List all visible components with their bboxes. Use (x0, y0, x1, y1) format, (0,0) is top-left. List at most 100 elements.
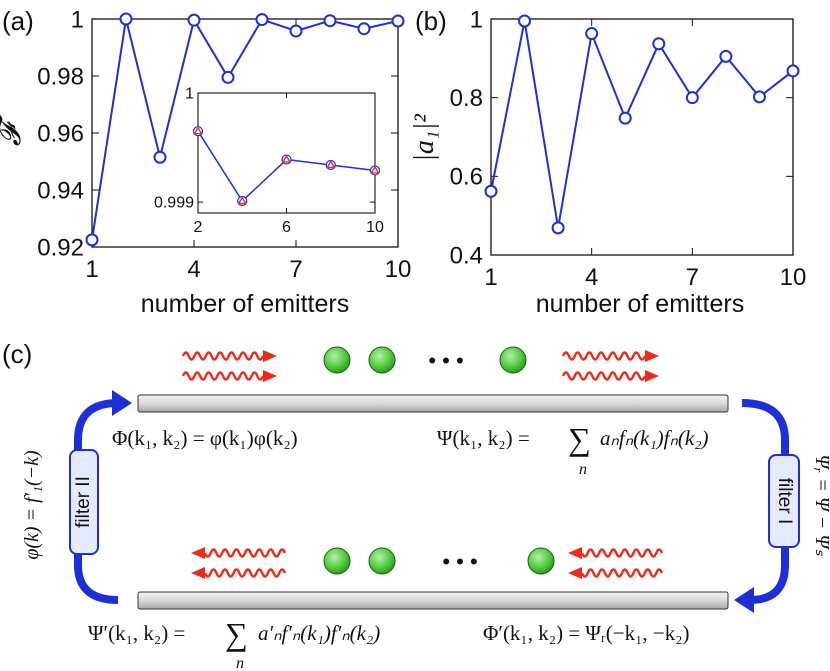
y-tick-label: 0.92 (37, 234, 84, 261)
diagram: filter II filter I φ(k) = f′₁(−k) Ψᵣ = Ψ… (21, 346, 830, 671)
photon-wave (203, 568, 287, 578)
bottom-right-equation: Φ′(k₁, k₂) = Ψᵣ(−k₁, −k₂) (483, 621, 690, 645)
x-tick-label: 2 (194, 219, 203, 236)
data-point (585, 27, 599, 41)
top-right-sum-index: n (579, 461, 587, 478)
data-point (85, 233, 99, 247)
chart-a: 1 4 7 10 0.92 0.94 0.96 0.98 1 𝓕 number of emitt… (0, 6, 411, 318)
filter-ii-box (69, 449, 99, 555)
chart-b-series (484, 14, 800, 235)
x-tick-label: 4 (187, 256, 200, 283)
data-point (255, 13, 269, 27)
data-point (685, 91, 699, 105)
series-line (91, 17, 399, 241)
photon-arrowhead (645, 370, 659, 382)
filter-i-box (768, 454, 800, 548)
x-tick-label: 1 (85, 256, 98, 283)
chart-b-ticks: 1 4 7 10 0.4 0.6 0.8 1 (450, 6, 807, 291)
y-tick-label: 1 (185, 86, 194, 103)
photon-arrowhead (645, 350, 659, 362)
top-right-equation-lhs: Ψ(k₁, k₂) = (437, 426, 530, 450)
ellipsis-bottom: • • • (442, 549, 477, 574)
bottom-left-equation-rhs: a′ₙf′ₙ(k₁)f′ₙ(k₂) (258, 621, 380, 645)
top-right-sum: ∑ (568, 421, 591, 457)
chart-b-ylabel: |a₁|² (409, 114, 440, 162)
x-tick-label: 10 (780, 264, 807, 291)
x-tick-label: 1 (484, 264, 497, 291)
data-point (652, 37, 666, 51)
y-tick-label: 0.6 (450, 164, 483, 191)
x-tick-label: 10 (366, 219, 384, 236)
waveguide-top (137, 394, 729, 413)
top-left-equation: Φ(k₁, k₂) = φ(k₁)φ(k₂) (112, 426, 298, 450)
emitter (368, 547, 396, 575)
data-point (618, 111, 632, 125)
chart-a-ticks: 1 4 7 10 0.92 0.94 0.96 0.98 1 (37, 6, 411, 283)
photon-arrowhead (263, 350, 277, 362)
left-loop-arrowhead (112, 390, 132, 416)
data-point-marker (326, 160, 336, 169)
chart-b-xlabel: number of emitters (536, 290, 744, 318)
inset-ticks: 2 6 10 0.999 1 (154, 86, 384, 236)
emitter (499, 346, 527, 374)
bottom-left-sum: ∑ (225, 616, 248, 652)
emitter (323, 346, 351, 374)
data-point (289, 24, 303, 38)
data-point-marker (281, 154, 292, 163)
data-point (323, 14, 337, 28)
x-tick-label: 6 (282, 219, 291, 236)
photon-arrowhead (191, 547, 205, 559)
chart-a-ylabel: 𝓕 (0, 113, 27, 146)
data-point (221, 70, 235, 84)
photon-arrowhead (568, 567, 582, 579)
y-tick-label: 0.8 (450, 85, 483, 112)
data-point-marker (237, 196, 247, 205)
right-loop-arrow (741, 399, 789, 604)
data-point (719, 49, 733, 63)
y-tick-label: 0.4 (450, 242, 483, 269)
series-line (490, 20, 794, 229)
x-tick-label: 7 (289, 256, 302, 283)
data-point (484, 184, 498, 198)
y-tick-label: 0.999 (154, 195, 194, 212)
photon-wave (181, 351, 265, 361)
x-tick-label: 10 (385, 256, 412, 283)
y-tick-label: 1 (470, 6, 483, 33)
data-point (551, 221, 565, 235)
inset-axes (197, 92, 376, 214)
data-point (119, 12, 133, 26)
data-point (187, 13, 201, 27)
photon-wave (580, 548, 664, 558)
data-point (391, 14, 405, 28)
data-point (786, 64, 800, 78)
photon-arrowhead (191, 567, 205, 579)
photon-wave (181, 371, 265, 381)
data-point (153, 150, 167, 164)
chart-b-axes (490, 18, 794, 256)
ellipsis-top: • • • (428, 348, 463, 373)
data-point-marker (193, 126, 203, 135)
data-point (752, 90, 766, 104)
right-side-equation: Ψᵣ = Ψ − Ψₛ (811, 454, 830, 556)
photon-wave (561, 351, 647, 361)
bottom-left-sum-index: n (236, 655, 244, 671)
panel-label-a: (a) (2, 6, 34, 36)
data-point (518, 14, 532, 28)
waveguide-bottom (137, 591, 729, 610)
left-side-equation: φ(k) = f′₁(−k) (21, 450, 43, 560)
chart-a-inset: 2 6 10 0.999 1 (154, 86, 384, 236)
chart-b: 1 4 7 10 0.4 0.6 0.8 1 |a₁|² number of emitters (409, 6, 806, 318)
emitter (527, 547, 555, 575)
x-tick-label: 4 (585, 264, 598, 291)
photon-wave (203, 548, 287, 558)
chart-a-series (85, 12, 405, 247)
data-point (357, 22, 371, 36)
emitter (368, 346, 396, 374)
emitter (323, 547, 351, 575)
photon-arrowhead (568, 547, 582, 559)
photon-arrowhead (263, 370, 277, 382)
filter-ii-label: filter II (73, 476, 94, 528)
y-tick-label: 0.96 (37, 120, 84, 147)
photon-waves (181, 350, 664, 579)
